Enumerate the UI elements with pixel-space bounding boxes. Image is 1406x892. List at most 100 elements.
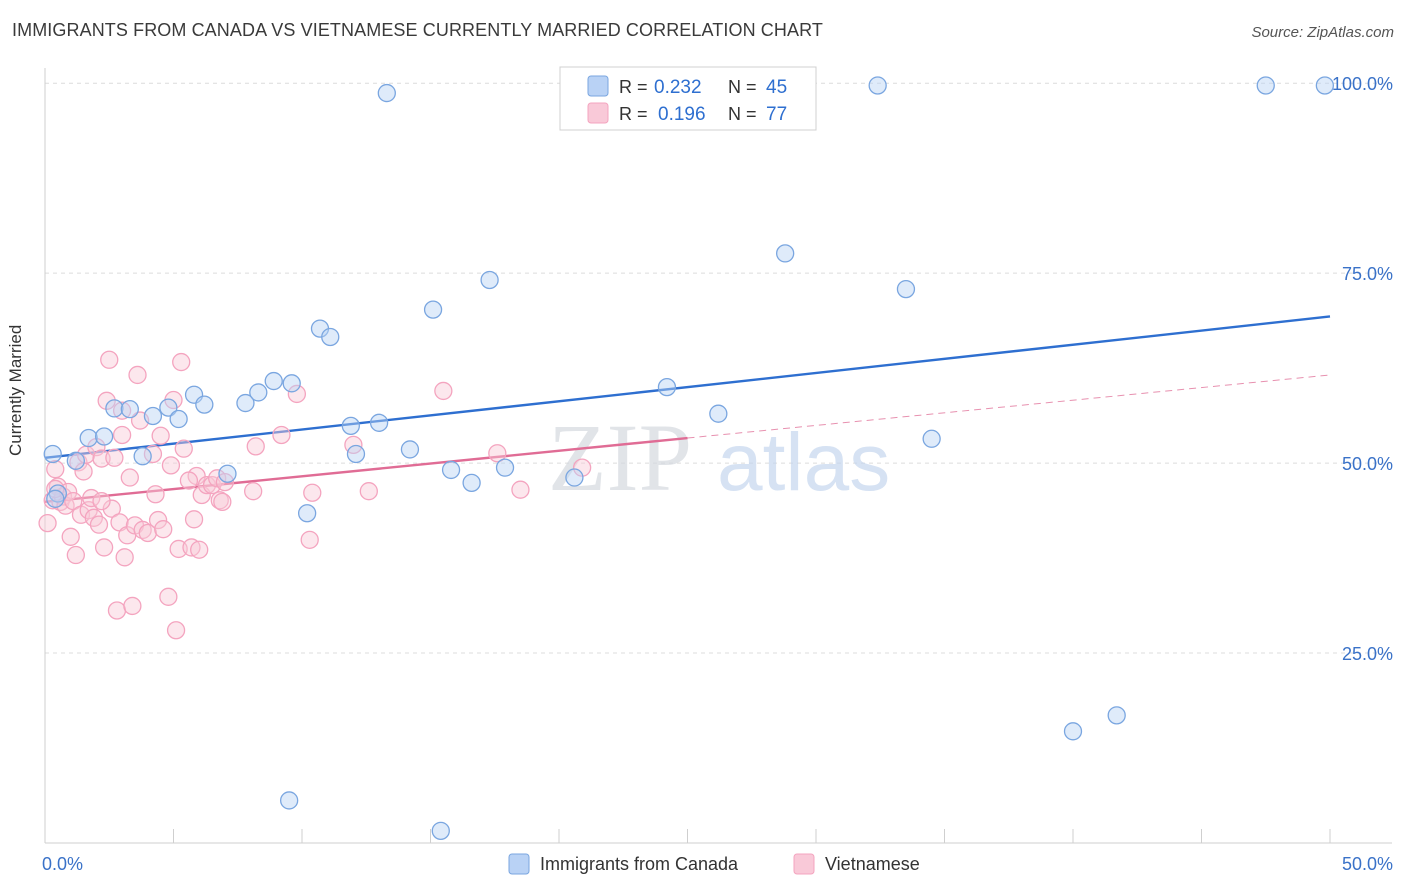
point-canada	[423, 300, 443, 319]
point-vietnamese	[488, 444, 507, 463]
point-vietnamese	[179, 471, 199, 490]
axes	[44, 68, 1392, 844]
point-vietnamese	[146, 485, 165, 504]
point-vietnamese	[107, 601, 127, 620]
legend-n-label-canada: N =	[728, 77, 757, 97]
legend-swatch-vietnamese	[587, 102, 609, 124]
y-tick-label: 100.0%	[1332, 74, 1393, 94]
point-canada	[282, 374, 301, 393]
trend-line-canada	[44, 315, 1331, 459]
trend-lines	[44, 315, 1331, 504]
point-canada	[341, 416, 360, 436]
point-vietnamese	[105, 448, 124, 467]
point-canada	[346, 444, 366, 464]
stats-legend: R = 0.232 N = 45 R = 0.196 N = 77	[559, 66, 817, 131]
point-canada	[709, 404, 728, 423]
point-canada	[133, 447, 152, 466]
point-canada	[218, 464, 237, 483]
point-canada	[369, 413, 389, 432]
point-vietnamese	[572, 458, 592, 477]
point-vietnamese	[92, 449, 111, 468]
point-canada	[279, 791, 299, 810]
point-vietnamese	[166, 621, 186, 640]
point-vietnamese	[100, 350, 119, 369]
point-vietnamese	[511, 480, 530, 499]
point-vietnamese	[61, 527, 80, 546]
point-canada	[565, 468, 584, 487]
point-canada	[66, 451, 85, 470]
point-vietnamese	[161, 456, 181, 475]
point-vietnamese	[102, 499, 121, 518]
point-vietnamese	[272, 425, 291, 445]
point-canada	[249, 383, 268, 402]
legend-n-value-canada: 45	[766, 77, 787, 98]
point-vietnamese	[174, 439, 193, 458]
point-vietnamese	[38, 513, 57, 533]
point-canada	[195, 395, 214, 414]
point-canada	[297, 504, 317, 523]
point-vietnamese	[190, 540, 209, 559]
legend-n-value-vietnamese: 77	[766, 104, 787, 125]
y-tick-labels: 25.0% 50.0% 75.0% 100.0%	[1332, 74, 1393, 664]
point-canada	[462, 473, 481, 493]
point-vietnamese	[120, 468, 139, 487]
point-canada	[776, 244, 795, 263]
point-canada	[431, 821, 450, 840]
point-canada	[43, 444, 62, 464]
point-vietnamese	[66, 545, 85, 565]
point-vietnamese	[133, 520, 152, 540]
legend-r-label-canada: R =	[619, 77, 648, 97]
bottom-legend-swatch-vietnamese	[793, 853, 815, 875]
point-canada	[105, 399, 124, 418]
point-canada	[1107, 706, 1126, 725]
legend-r-value-vietnamese: 0.196	[658, 104, 706, 125]
y-tick-label: 50.0%	[1342, 454, 1393, 474]
point-vietnamese	[94, 538, 114, 557]
point-canada	[868, 76, 887, 95]
x-tick-labels: 0.0% 50.0%	[42, 854, 1393, 874]
point-vietnamese	[287, 384, 307, 404]
point-vietnamese	[97, 391, 116, 410]
point-canada	[1063, 722, 1083, 741]
point-vietnamese	[197, 475, 217, 495]
chart-title: IMMIGRANTS FROM CANADA VS VIETNAMESE CUR…	[12, 20, 823, 40]
point-canada	[1315, 76, 1335, 95]
point-vietnamese	[151, 426, 170, 445]
bottom-legend-label-canada: Immigrants from Canada	[540, 854, 739, 874]
point-vietnamese	[128, 365, 147, 385]
point-canada	[657, 377, 677, 397]
point-canada	[377, 83, 396, 103]
point-canada	[159, 398, 178, 417]
point-canada	[46, 489, 65, 508]
legend-r-label-vietnamese: R =	[619, 104, 648, 124]
point-vietnamese	[303, 483, 322, 502]
point-vietnamese	[112, 425, 132, 445]
y-axis-title: Currently Married	[6, 324, 25, 456]
point-canada	[400, 440, 420, 459]
legend-n-label-vietnamese: N =	[728, 104, 757, 124]
point-vietnamese	[246, 437, 265, 456]
point-canada	[169, 409, 188, 429]
point-vietnamese	[159, 587, 178, 606]
point-vietnamese	[154, 520, 173, 539]
legend-r-value-canada: 0.232	[654, 77, 702, 98]
x-tick-label-max: 50.0%	[1342, 854, 1393, 874]
x-tick-label-min: 0.0%	[42, 854, 83, 874]
point-canada	[143, 406, 163, 426]
point-canada	[264, 371, 283, 391]
point-canada	[321, 327, 340, 347]
point-vietnamese	[82, 488, 101, 508]
point-vietnamese	[92, 491, 111, 511]
point-canada	[922, 429, 941, 448]
point-canada	[441, 460, 461, 480]
point-vietnamese	[148, 510, 168, 530]
watermark-atlas: atlas	[717, 417, 890, 508]
point-vietnamese	[434, 381, 453, 401]
series-legend: Immigrants from Canada Vietnamese	[508, 853, 920, 875]
point-vietnamese	[123, 596, 142, 616]
watermark-zip: ZIP	[548, 404, 692, 511]
point-vietnamese	[244, 482, 263, 501]
bottom-legend-label-vietnamese: Vietnamese	[825, 854, 920, 874]
point-canada	[1256, 76, 1275, 95]
